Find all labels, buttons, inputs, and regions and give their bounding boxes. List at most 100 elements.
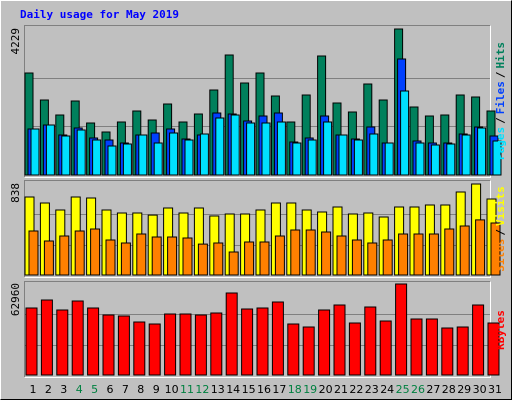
legend-entry: KBytes	[494, 310, 507, 350]
bar	[228, 251, 239, 276]
legend-entry: Files	[494, 81, 507, 114]
bar	[153, 142, 163, 176]
bar	[477, 127, 487, 176]
bar	[379, 320, 392, 376]
bar	[461, 134, 471, 176]
bar	[290, 229, 301, 276]
legend-entry: Visits	[494, 186, 507, 226]
bar	[338, 134, 348, 176]
bar	[446, 143, 456, 176]
x-tick-label: 17	[272, 383, 286, 396]
bar	[384, 142, 394, 176]
bar	[213, 242, 224, 276]
bar	[369, 133, 379, 176]
x-tick-label: 15	[242, 383, 256, 396]
bar	[428, 233, 439, 276]
y-tick-label: 838	[9, 183, 22, 203]
bar	[456, 326, 469, 376]
bar	[45, 124, 55, 176]
bar	[182, 237, 193, 276]
bar	[136, 233, 147, 276]
bar	[117, 315, 130, 376]
bar	[244, 241, 255, 276]
x-tick-label: 6	[107, 383, 114, 396]
panel-highlight	[24, 25, 491, 178]
bar	[425, 318, 438, 376]
bar	[184, 139, 194, 176]
bar	[30, 128, 40, 176]
x-tick-label: 9	[153, 383, 160, 396]
bar	[472, 304, 485, 376]
bar	[292, 142, 302, 176]
x-tick-label: 27	[426, 383, 440, 396]
x-tick-label: 22	[349, 383, 363, 396]
bar	[197, 243, 208, 276]
bar	[323, 121, 333, 176]
legend-separator: /	[494, 71, 507, 78]
x-tick-label: 20	[319, 383, 333, 396]
bar	[167, 236, 178, 276]
bar	[353, 139, 363, 176]
bar	[40, 299, 53, 376]
bar	[400, 90, 410, 176]
bar	[287, 323, 300, 376]
bar	[302, 326, 315, 376]
bar	[367, 242, 378, 276]
bar	[259, 241, 270, 276]
bar	[413, 233, 424, 276]
bar	[318, 309, 331, 376]
bar	[92, 139, 102, 176]
x-tick-label: 18	[288, 383, 302, 396]
bar	[164, 313, 177, 376]
bar	[382, 239, 393, 276]
x-tick-label: 14	[226, 383, 240, 396]
bar	[122, 143, 132, 176]
x-tick-label: 2	[45, 383, 52, 396]
bar	[76, 129, 86, 176]
bar	[230, 114, 240, 176]
bar	[487, 322, 500, 376]
x-tick-label: 7	[122, 383, 129, 396]
bar	[475, 219, 486, 276]
bar	[43, 240, 54, 276]
x-tick-label: 11	[180, 383, 194, 396]
bar	[71, 300, 84, 376]
legend-entry: Sites	[494, 239, 507, 272]
legend: Sites / Visits	[494, 186, 507, 272]
panel-shadow	[24, 281, 491, 378]
bar	[151, 236, 162, 276]
x-tick-label: 26	[411, 383, 425, 396]
legend-separator: /	[494, 229, 507, 236]
bar	[336, 235, 347, 276]
bar	[105, 239, 116, 276]
legend-separator: /	[494, 117, 507, 124]
bar	[441, 327, 454, 376]
bar	[348, 322, 361, 376]
bar	[199, 133, 209, 176]
bar	[395, 283, 408, 376]
x-tick-label: 23	[365, 383, 379, 396]
x-tick-label: 21	[334, 383, 348, 396]
bar	[492, 140, 502, 176]
bar	[256, 307, 269, 376]
bar	[398, 233, 409, 276]
x-tick-label: 3	[60, 383, 67, 396]
bar	[225, 292, 238, 376]
x-tick-label: 5	[91, 383, 98, 396]
x-tick-label: 12	[195, 383, 209, 396]
bar	[415, 142, 425, 176]
x-tick-label: 19	[303, 383, 317, 396]
x-tick-label: 13	[211, 383, 225, 396]
bar	[305, 229, 316, 276]
bar	[179, 313, 192, 376]
bar	[215, 117, 225, 176]
bar	[148, 323, 161, 376]
legend: KBytes	[494, 310, 507, 350]
bar	[74, 230, 85, 276]
bar	[87, 307, 100, 376]
panel-highlight	[24, 281, 491, 378]
x-tick-label: 16	[257, 383, 271, 396]
bar	[28, 230, 39, 276]
bar	[490, 222, 501, 276]
